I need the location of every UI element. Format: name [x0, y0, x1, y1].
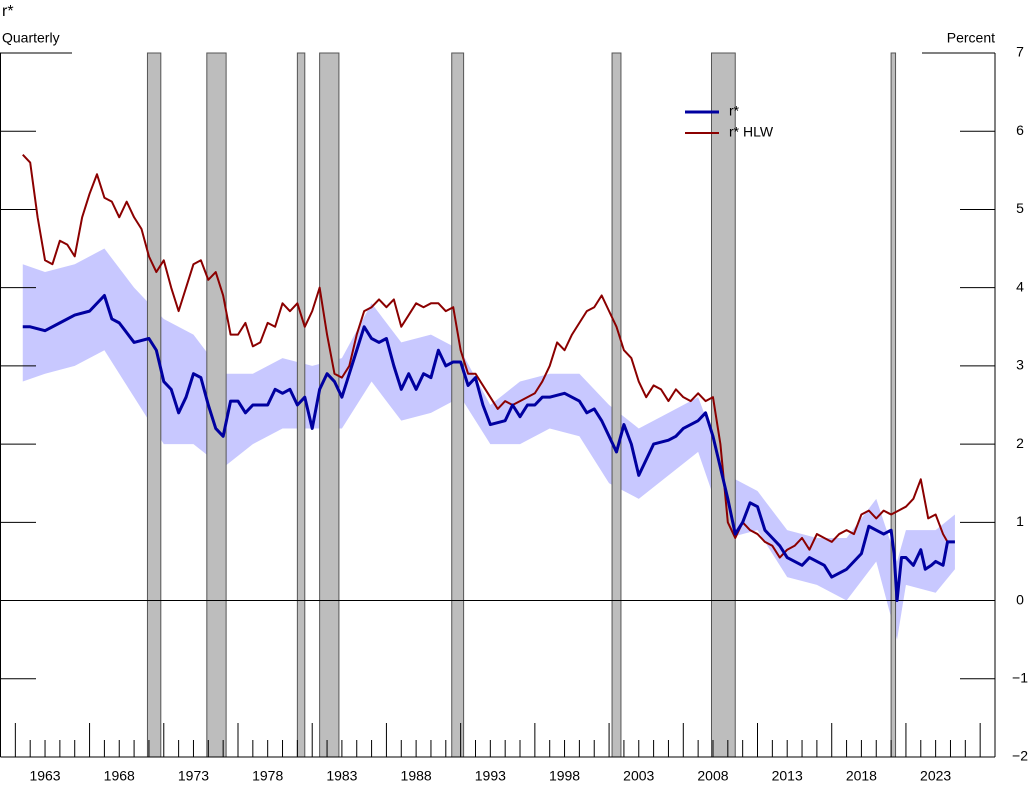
y-tick-label: 5 — [1016, 200, 1024, 216]
y-tick-label: −1 — [1012, 669, 1028, 685]
y-tick-label: 7 — [1016, 44, 1024, 60]
recession-bar — [146, 52, 162, 758]
legend-label: r* HLW — [729, 124, 774, 140]
x-tick-label: 1978 — [252, 768, 283, 784]
y-tick-label: 2 — [1016, 435, 1024, 451]
y-tick-label: 0 — [1016, 591, 1024, 607]
x-tick-label: 1973 — [178, 768, 209, 784]
x-tick-label: 2003 — [623, 768, 654, 784]
y-axis-label: Percent — [947, 30, 995, 46]
x-tick-label: 2023 — [920, 768, 951, 784]
x-tick-label: 2013 — [772, 768, 803, 784]
y-tick-label: 6 — [1016, 122, 1024, 138]
x-tick-label: 1998 — [549, 768, 580, 784]
chart-title: r* — [2, 3, 14, 20]
subtitle: Quarterly — [2, 30, 60, 46]
recession-bar — [451, 52, 465, 758]
y-tick-label: 4 — [1016, 278, 1024, 294]
recession-bar — [611, 52, 622, 758]
series-line — [22, 154, 949, 559]
series-line — [22, 293, 955, 603]
y-tick-label: −2 — [1012, 748, 1028, 764]
y-tick-label: 3 — [1016, 357, 1024, 373]
confidence-band — [22, 248, 955, 640]
legend-label: r* — [729, 103, 740, 119]
x-tick-label: 1983 — [326, 768, 357, 784]
x-tick-label: 2018 — [846, 768, 877, 784]
x-tick-label: 1963 — [29, 768, 60, 784]
recession-bar — [890, 52, 897, 758]
recession-bar — [319, 52, 340, 758]
x-tick-label: 2008 — [697, 768, 728, 784]
x-tick-label: 1988 — [401, 768, 432, 784]
x-tick-label: 1968 — [104, 768, 135, 784]
y-tick-label: 1 — [1016, 513, 1024, 529]
x-tick-label: 1993 — [475, 768, 506, 784]
